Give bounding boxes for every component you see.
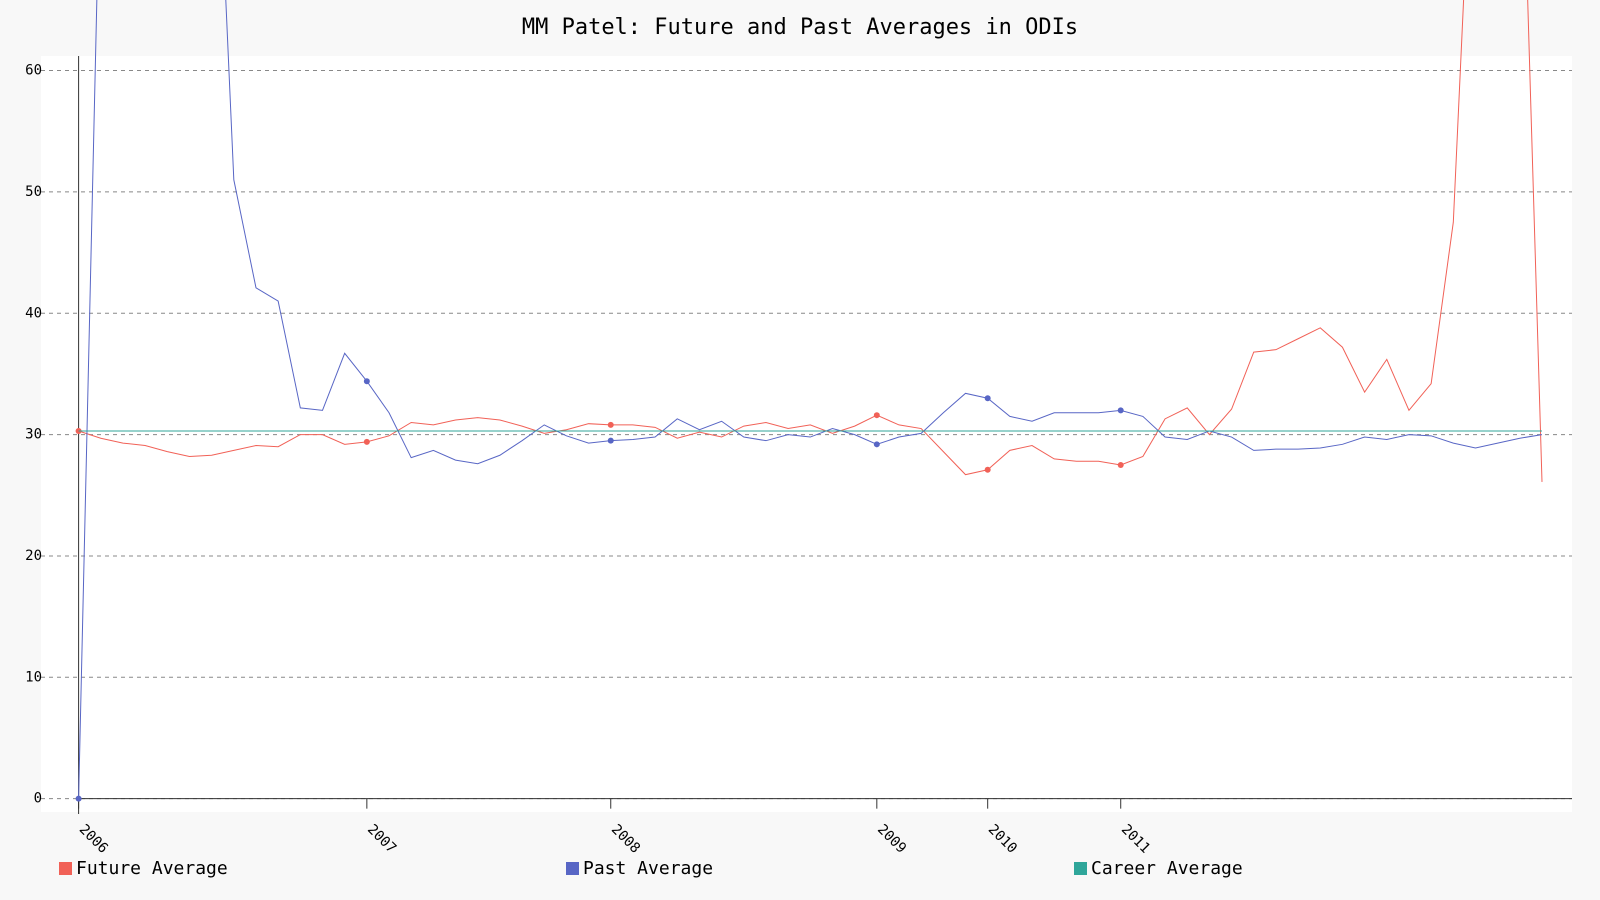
y-tick-label: 0 xyxy=(34,791,42,807)
chart-title: MM Patel: Future and Past Averages in OD… xyxy=(522,15,1078,40)
data-point xyxy=(873,412,880,419)
y-tick-label: 20 xyxy=(25,548,42,564)
y-tick-label: 50 xyxy=(25,184,42,200)
series-line xyxy=(78,0,1543,482)
data-point xyxy=(363,378,370,385)
y-tick-label: 30 xyxy=(25,427,42,443)
x-tick-label: 2008 xyxy=(608,822,643,857)
legend-swatch xyxy=(566,862,579,875)
data-point xyxy=(984,395,991,402)
data-point xyxy=(873,441,880,448)
data-point xyxy=(607,421,614,428)
x-tick-label: 2009 xyxy=(874,822,909,857)
x-tick-label: 2011 xyxy=(1118,822,1153,857)
data-point xyxy=(363,438,370,445)
data-point xyxy=(1117,407,1124,414)
data-point xyxy=(1117,461,1124,468)
y-tick-label: 40 xyxy=(25,305,42,321)
x-tick-label: 2006 xyxy=(76,822,111,857)
series-line xyxy=(78,0,1543,799)
data-point xyxy=(75,795,82,802)
x-tick-label: 2010 xyxy=(985,822,1020,857)
y-tick-label: 10 xyxy=(25,669,42,685)
y-tick-label: 60 xyxy=(25,63,42,79)
x-tick-label: 2007 xyxy=(364,822,399,857)
legend-label: Past Average xyxy=(583,858,713,879)
legend-label: Career Average xyxy=(1091,858,1243,879)
data-point xyxy=(984,466,991,473)
legend-swatch xyxy=(1074,862,1087,875)
plot-background xyxy=(41,56,1572,812)
data-point xyxy=(607,437,614,444)
legend-swatch xyxy=(59,862,72,875)
legend-label: Future Average xyxy=(76,858,228,879)
